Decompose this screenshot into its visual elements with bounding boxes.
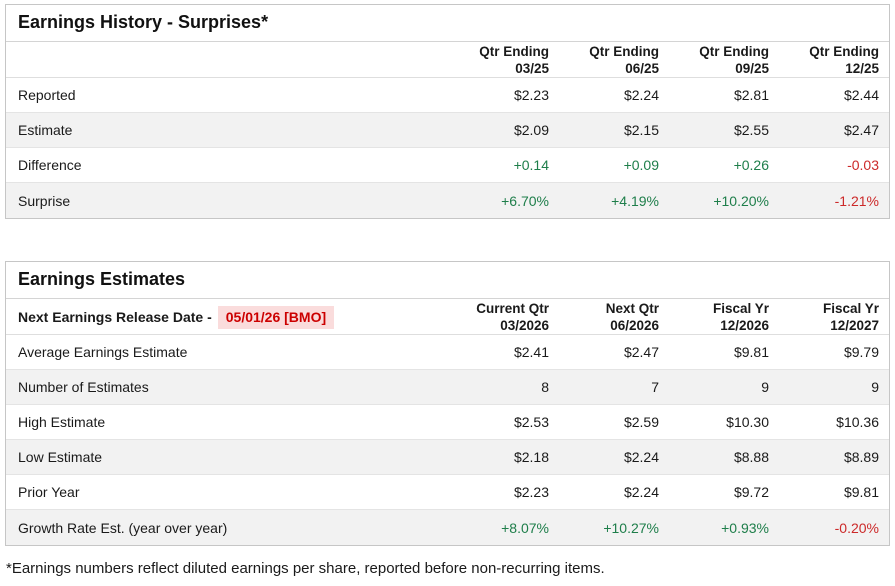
table-row: Number of Estimates 8 7 9 9 (6, 370, 889, 405)
table-row: Prior Year $2.23 $2.24 $9.72 $9.81 (6, 475, 889, 510)
earnings-estimates-title: Earnings Estimates (6, 262, 889, 299)
cell-value: $10.36 (836, 414, 879, 430)
cell-value: $2.55 (733, 122, 769, 138)
cell-value: 9 (871, 379, 879, 395)
cell-value: $10.30 (726, 414, 769, 430)
cell-value: $9.81 (843, 484, 879, 500)
cell-value: +10.20% (713, 192, 769, 209)
cell-value: $2.47 (843, 122, 879, 138)
cell-value: $2.15 (623, 122, 659, 138)
table-row: Growth Rate Est. (year over year) +8.07% +… (6, 510, 889, 545)
earnings-estimates-header-row: Next Earnings Release Date - 05/01/26 [BM… (6, 299, 889, 335)
cell-value: $2.18 (513, 449, 549, 465)
cell-value: -0.20% (834, 519, 879, 536)
earnings-history-body: Reported $2.23 $2.24 $2.81 $2.44 Estimate $2.0… (6, 78, 889, 218)
cell-value: $2.41 (513, 344, 549, 360)
earnings-history-title: Earnings History - Surprises* (6, 5, 889, 42)
cell-value: $2.47 (623, 344, 659, 360)
cell-value: -0.03 (847, 157, 879, 173)
table-row: Average Earnings Estimate $2.41 $2.47 $9.81… (6, 335, 889, 370)
cell-value: $2.53 (513, 414, 549, 430)
table-row: Difference +0.14 +0.09 +0.26 -0.03 (6, 148, 889, 183)
cell-value: 9 (761, 379, 769, 395)
column-header-qtr-0625: Qtr Ending 06/25 (589, 43, 659, 76)
next-earnings-release: Next Earnings Release Date - 05/01/26 [BM… (6, 305, 449, 329)
row-label: Surprise (18, 192, 71, 209)
cell-value: +6.70% (501, 192, 549, 209)
column-header-qtr-0925: Qtr Ending 09/25 (699, 43, 769, 76)
earnings-estimates-body: Average Earnings Estimate $2.41 $2.47 $9.81… (6, 335, 889, 545)
row-label: Difference (18, 157, 82, 173)
column-header-next-qtr: Next Qtr 06/2026 (605, 300, 659, 333)
earnings-footnote: *Earnings numbers reflect diluted earnin… (6, 560, 605, 577)
cell-value: 7 (651, 379, 659, 395)
cell-value: +4.19% (611, 192, 659, 209)
row-label: Number of Estimates (18, 379, 149, 395)
table-row: Estimate $2.09 $2.15 $2.55 $2.47 (6, 113, 889, 148)
release-date-label: Next Earnings Release Date - (18, 308, 212, 325)
table-row: Low Estimate $2.18 $2.24 $8.88 $8.89 (6, 440, 889, 475)
release-date-value: 05/01/26 [BMO] (217, 305, 335, 329)
table-row: High Estimate $2.53 $2.59 $10.30 $10.36 (6, 405, 889, 440)
table-row: Surprise +6.70% +4.19% +10.20% -1.21% (6, 183, 889, 218)
cell-value: $2.23 (513, 87, 549, 103)
column-header-fiscal-yr-2026: Fiscal Yr 12/2026 (712, 300, 769, 333)
cell-value: $2.23 (513, 484, 549, 500)
cell-value: $9.81 (733, 344, 769, 360)
cell-value: 8 (541, 379, 549, 395)
earnings-estimates-card: Earnings Estimates Next Earnings Release… (5, 261, 890, 546)
cell-value: $2.59 (623, 414, 659, 430)
cell-value: -1.21% (834, 192, 879, 209)
column-header-qtr-0325: Qtr Ending 03/25 (479, 43, 549, 76)
cell-value: $9.79 (843, 344, 879, 360)
row-label: Growth Rate Est. (year over year) (18, 519, 228, 536)
cell-value: +0.93% (721, 519, 769, 536)
row-label: Average Earnings Estimate (18, 344, 188, 360)
cell-value: $2.81 (733, 87, 769, 103)
cell-value: +0.14 (513, 157, 549, 173)
cell-value: +8.07% (501, 519, 549, 536)
column-header-qtr-1225: Qtr Ending 12/25 (809, 43, 879, 76)
cell-value: $8.88 (733, 449, 769, 465)
cell-value: $2.24 (623, 449, 659, 465)
cell-value: $2.24 (623, 87, 659, 103)
earnings-history-header-row: Qtr Ending 03/25 Qtr Ending 06/25 Qtr En… (6, 42, 889, 78)
row-label: Reported (18, 87, 76, 103)
cell-value: $2.09 (513, 122, 549, 138)
earnings-history-card: Earnings History - Surprises* Qtr Ending… (5, 4, 890, 219)
cell-value: +10.27% (603, 519, 659, 536)
cell-value: $2.44 (843, 87, 879, 103)
cell-value: $8.89 (843, 449, 879, 465)
column-header-fiscal-yr-2027: Fiscal Yr 12/2027 (822, 300, 879, 333)
cell-value: +0.09 (623, 157, 659, 173)
row-label: High Estimate (18, 414, 106, 430)
column-header-current-qtr: Current Qtr 03/2026 (476, 300, 549, 333)
row-label: Estimate (18, 122, 73, 138)
cell-value: +0.26 (733, 157, 769, 173)
row-label: Low Estimate (18, 449, 103, 465)
cell-value: $2.24 (623, 484, 659, 500)
cell-value: $9.72 (733, 484, 769, 500)
table-row: Reported $2.23 $2.24 $2.81 $2.44 (6, 78, 889, 113)
row-label: Prior Year (18, 484, 80, 500)
